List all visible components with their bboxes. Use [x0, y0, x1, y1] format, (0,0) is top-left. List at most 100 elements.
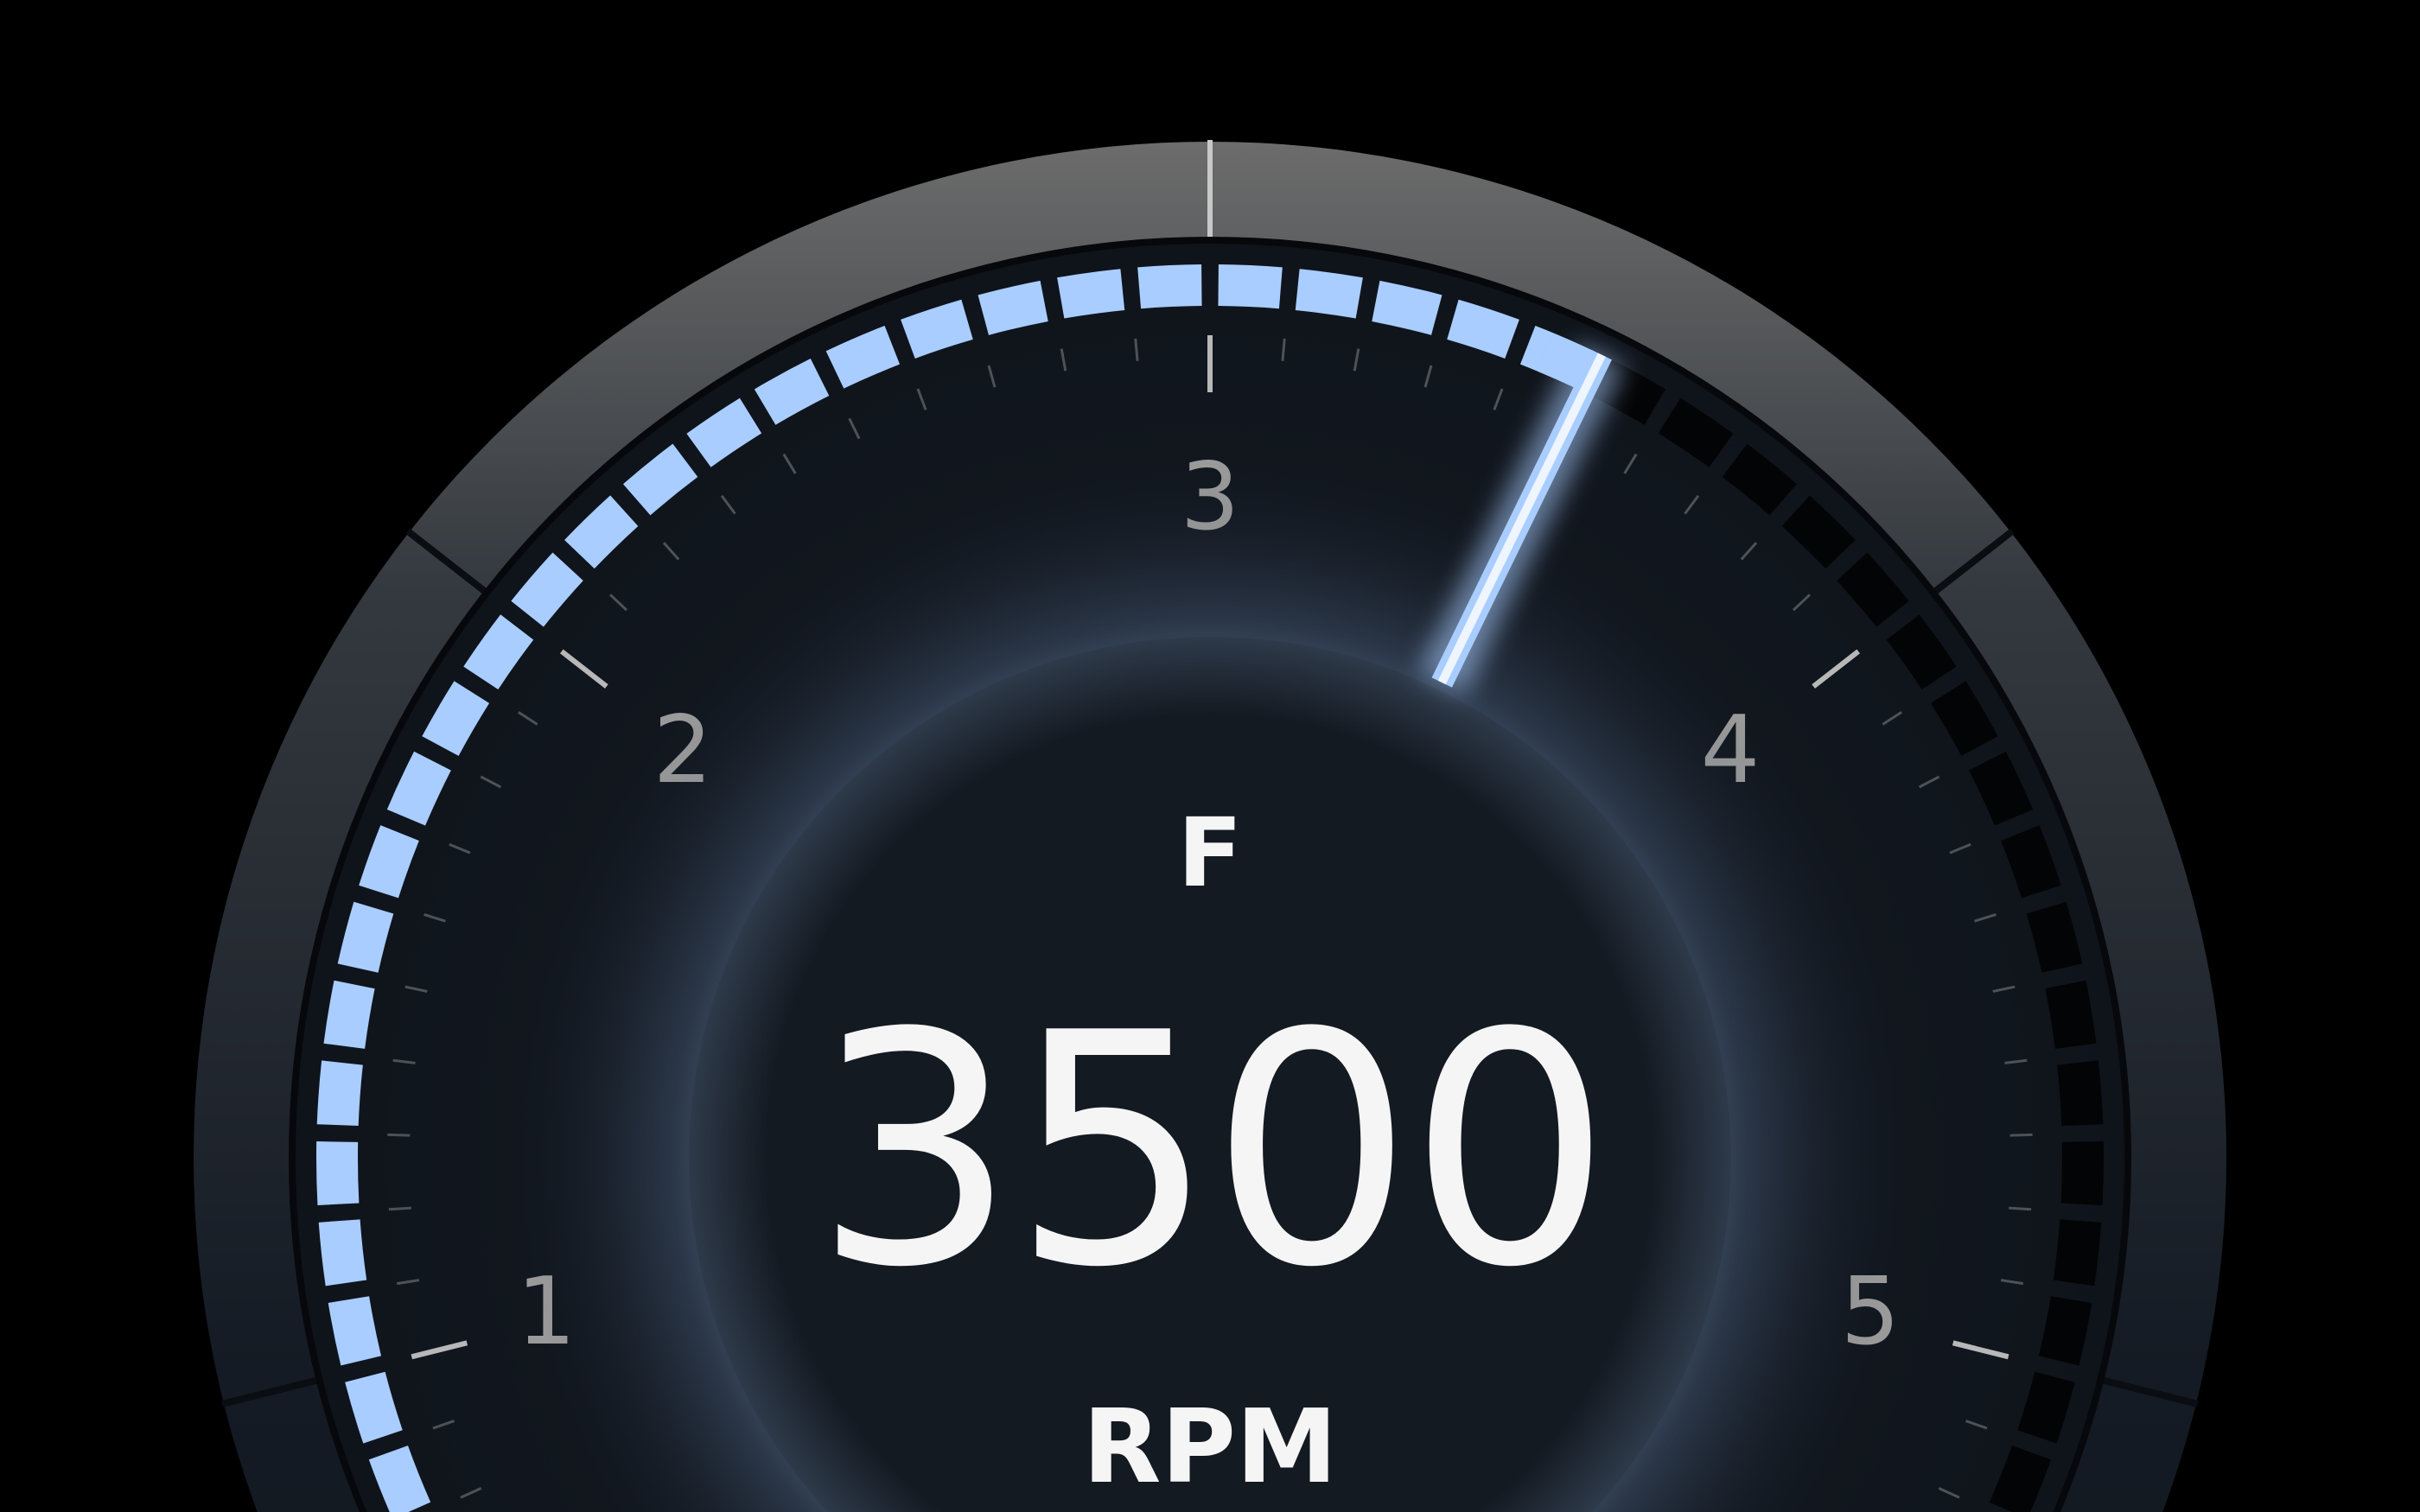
rpm-segment-unlit	[1886, 614, 1957, 689]
minor-tick	[987, 365, 997, 388]
rpm-segment-lit	[368, 1445, 431, 1512]
minor-tick	[1684, 494, 1700, 515]
gear-indicator: F	[1177, 797, 1242, 908]
rpm-segment-lit	[463, 614, 534, 689]
minor-tick	[2009, 1206, 2032, 1211]
minor-tick	[1938, 1487, 1960, 1499]
minor-tick	[782, 453, 797, 474]
minor-tick	[1493, 388, 1504, 410]
minor-tick	[2000, 1279, 2024, 1286]
rpm-needle	[1418, 343, 1626, 695]
rpm-segment-lit	[1447, 299, 1519, 359]
minor-tick	[1134, 338, 1139, 361]
rpm-unit-label: RPM	[1083, 1387, 1338, 1506]
minor-tick	[1992, 985, 2016, 993]
minor-tick	[387, 1133, 411, 1137]
minor-tick	[449, 842, 471, 854]
rpm-segment-lit	[511, 552, 583, 627]
rpm-segment-unlit	[1658, 397, 1734, 467]
minor-tick	[1623, 453, 1638, 474]
minor-tick	[2009, 1133, 2033, 1137]
minor-tick	[1882, 711, 1903, 726]
minor-tick	[432, 1420, 455, 1430]
rpm-segment-lit	[825, 325, 901, 389]
minor-tick	[1918, 775, 1940, 789]
rpm-segment-lit	[315, 1141, 360, 1206]
minor-tick	[480, 775, 502, 789]
minor-tick	[404, 985, 428, 993]
rpm-segment-lit	[328, 1296, 382, 1366]
bezel-separator	[2101, 1376, 2199, 1407]
minor-tick	[460, 1487, 482, 1499]
rpm-segment-lit	[318, 1219, 367, 1286]
rpm-segment-unlit	[2017, 1371, 2075, 1444]
minor-tick	[662, 542, 680, 561]
scale-ticks	[387, 335, 2033, 1499]
bezel-separator	[221, 1376, 319, 1407]
rpm-segment-unlit	[2038, 1296, 2092, 1366]
major-tick	[559, 649, 608, 689]
minor-tick	[392, 1058, 416, 1064]
minor-tick	[1974, 913, 1996, 923]
rpm-segment-lit	[337, 901, 394, 973]
minor-tick	[1740, 542, 1758, 561]
minor-tick	[848, 417, 861, 440]
rpm-readout: 3500	[813, 966, 1607, 1337]
rpm-segment-lit	[1295, 269, 1363, 319]
major-tick	[411, 1340, 468, 1360]
rpm-segment-lit	[564, 495, 639, 569]
rpm-segment-lit	[978, 280, 1048, 335]
hub-face	[689, 637, 1731, 1512]
rpm-segment-unlit	[1837, 552, 1909, 627]
rpm-segment-unlit	[2001, 825, 2061, 899]
rpm-segment-lit	[359, 825, 419, 899]
rpm-segment-lit	[422, 681, 490, 756]
bezel-separators	[221, 140, 2199, 1407]
rpm-segment-unlit	[1930, 681, 1998, 756]
minor-tick	[2004, 1058, 2028, 1064]
rpm-segment-lit	[754, 359, 830, 425]
major-tick	[1952, 1340, 2009, 1360]
minor-tick	[608, 594, 628, 612]
rpm-segment-lit	[386, 751, 451, 826]
rpm-segment-lit	[901, 299, 973, 359]
rpm-segment-unlit	[2060, 1141, 2105, 1206]
rpm-segment-lit	[323, 980, 375, 1049]
minor-tick	[396, 1279, 420, 1286]
minor-tick	[720, 494, 736, 515]
rpm-segment-track	[315, 264, 2105, 1512]
rpm-segment-unlit	[1989, 1445, 2052, 1512]
minor-tick	[1949, 842, 1971, 854]
minor-tick	[1281, 338, 1286, 361]
rpm-segment-lit	[1137, 264, 1202, 309]
minor-tick	[1353, 348, 1360, 372]
minor-tick	[517, 711, 538, 726]
minor-tick	[1060, 348, 1067, 372]
minor-tick	[916, 388, 927, 410]
rpm-segment-unlit	[1722, 443, 1798, 516]
minor-tick	[1965, 1420, 1988, 1430]
rpm-segment-lit	[1218, 264, 1283, 309]
rpm-segment-unlit	[2057, 1060, 2104, 1127]
rpm-segment-lit	[622, 443, 698, 516]
rpm-segment-lit	[1372, 280, 1442, 335]
rpm-segment-unlit	[1781, 495, 1856, 569]
major-tick	[1812, 649, 1861, 689]
bezel-separator	[1932, 528, 2015, 595]
bezel-separator	[405, 528, 488, 595]
rpm-segment-lit	[686, 397, 762, 467]
minor-tick	[1423, 365, 1433, 388]
rpm-segment-unlit	[2045, 980, 2097, 1049]
rpm-segment-lit	[1057, 269, 1125, 319]
rpm-segment-lit	[316, 1060, 363, 1127]
rpm-segment-lit	[345, 1371, 403, 1444]
needle-core	[1437, 353, 1606, 685]
rpm-segment-unlit	[1969, 751, 2034, 826]
rpm-segment-unlit	[2053, 1219, 2102, 1286]
rpm-segment-unlit	[2026, 901, 2083, 973]
minor-tick	[424, 913, 446, 923]
minor-tick	[388, 1206, 411, 1211]
minor-tick	[1792, 594, 1812, 612]
